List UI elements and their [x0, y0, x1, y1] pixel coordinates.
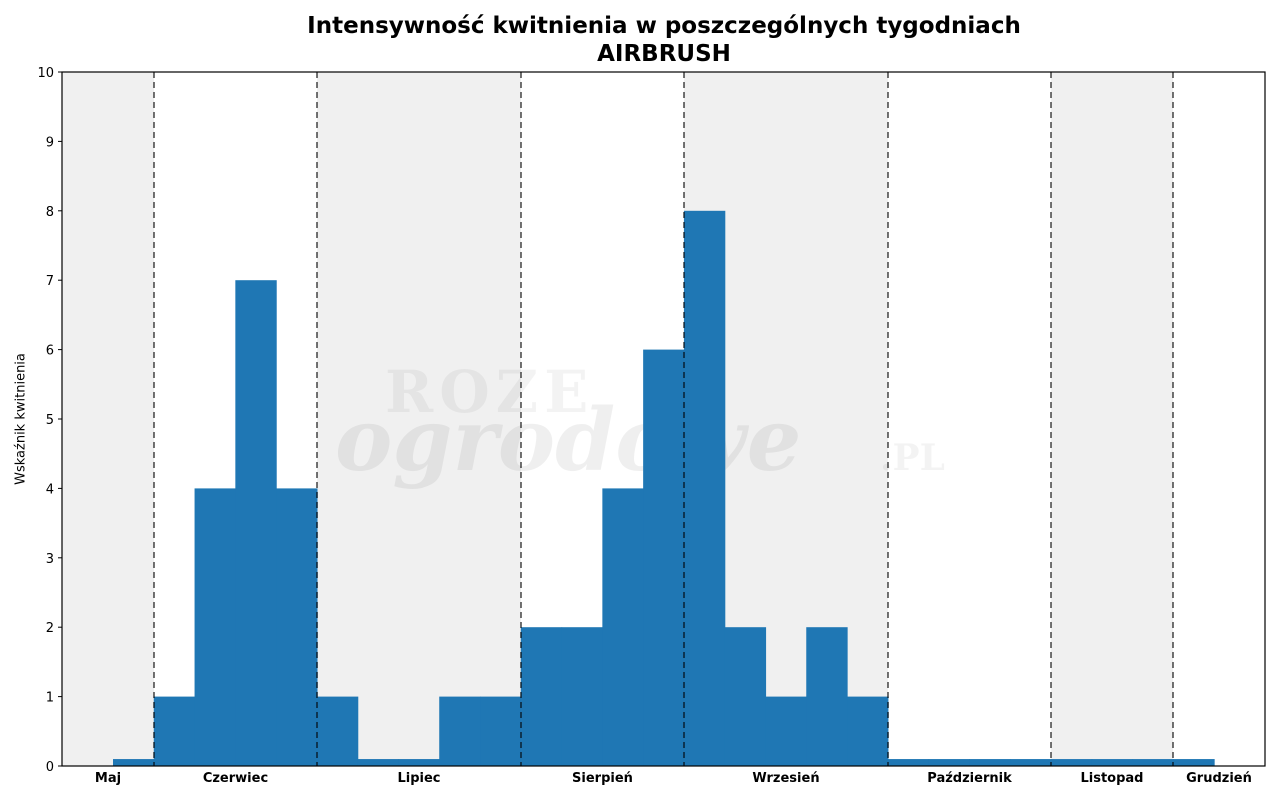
month-label: Sierpień: [572, 771, 633, 786]
month-label: Październik: [927, 771, 1012, 786]
bar-week-5: [276, 488, 318, 766]
month-dividers: [153, 72, 1174, 766]
watermark-text-line3: .PL: [880, 437, 945, 479]
bar-week-4: [235, 280, 277, 766]
y-tick-label: 8: [46, 205, 54, 220]
month-label: Czerwiec: [203, 771, 268, 786]
month-label: Grudzień: [1186, 771, 1252, 786]
bar-week-15: [683, 210, 726, 767]
bar-week-18: [806, 627, 848, 766]
bar-week-3: [194, 488, 236, 766]
watermark-text-line2: ogrodowe: [335, 390, 801, 491]
month-label: Wrzesień: [752, 771, 819, 786]
y-axis-ticks: 0 1 2 3 4 5 6 7 8 9 10: [37, 66, 62, 775]
bar-week-27: [1173, 759, 1215, 766]
bar-week-20: [887, 759, 930, 766]
y-tick-label: 1: [46, 691, 54, 706]
month-label: Maj: [95, 771, 121, 786]
month-label: Listopad: [1080, 771, 1143, 786]
bar-week-1: [113, 759, 155, 766]
chart-title: Intensywność kwitnienia w poszczególnych…: [0, 12, 1280, 68]
bar-series: [113, 210, 1215, 767]
y-tick-label: 5: [46, 413, 54, 428]
month-label: Lipiec: [397, 771, 440, 786]
y-tick-label: 2: [46, 621, 54, 636]
y-tick-label: 6: [46, 344, 54, 359]
bar-week-24: [1050, 759, 1093, 766]
watermark-text-line1: ROZE: [385, 358, 594, 426]
bar-week-14: [643, 349, 685, 766]
bar-week-22: [969, 759, 1011, 766]
bar-week-16: [724, 627, 767, 766]
month-shade: [1051, 72, 1173, 766]
month-shade: [62, 72, 154, 766]
month-shade: [317, 72, 521, 766]
bar-week-12: [561, 627, 603, 766]
y-tick-label: 0: [46, 760, 54, 775]
bar-week-8: [398, 759, 440, 766]
bar-week-23: [1010, 759, 1052, 766]
bar-week-2: [153, 696, 196, 766]
bar-week-11: [520, 627, 563, 766]
bar-week-13: [602, 488, 644, 766]
bar-week-10: [480, 696, 522, 766]
y-tick-label: 9: [46, 135, 54, 150]
bar-week-21: [928, 759, 970, 766]
y-tick-label: 10: [37, 66, 54, 81]
bar-week-19: [847, 696, 889, 766]
y-tick-label: 4: [46, 482, 54, 497]
chart-subtitle: AIRBRUSH: [597, 41, 731, 67]
bar-week-26: [1132, 759, 1174, 766]
bar-week-7: [357, 759, 400, 766]
bar-week-9: [439, 696, 481, 766]
y-tick-label: 3: [46, 552, 54, 567]
bar-week-25: [1091, 759, 1134, 766]
y-tick-label: 7: [46, 274, 54, 289]
x-axis-month-labels: Maj Czerwiec Lipiec Sierpień Wrzesień Paździe…: [95, 771, 1252, 786]
chart-title-main: Intensywność kwitnienia w poszczególnych…: [307, 13, 1021, 39]
bar-week-6: [316, 696, 359, 766]
bar-week-17: [765, 696, 807, 766]
